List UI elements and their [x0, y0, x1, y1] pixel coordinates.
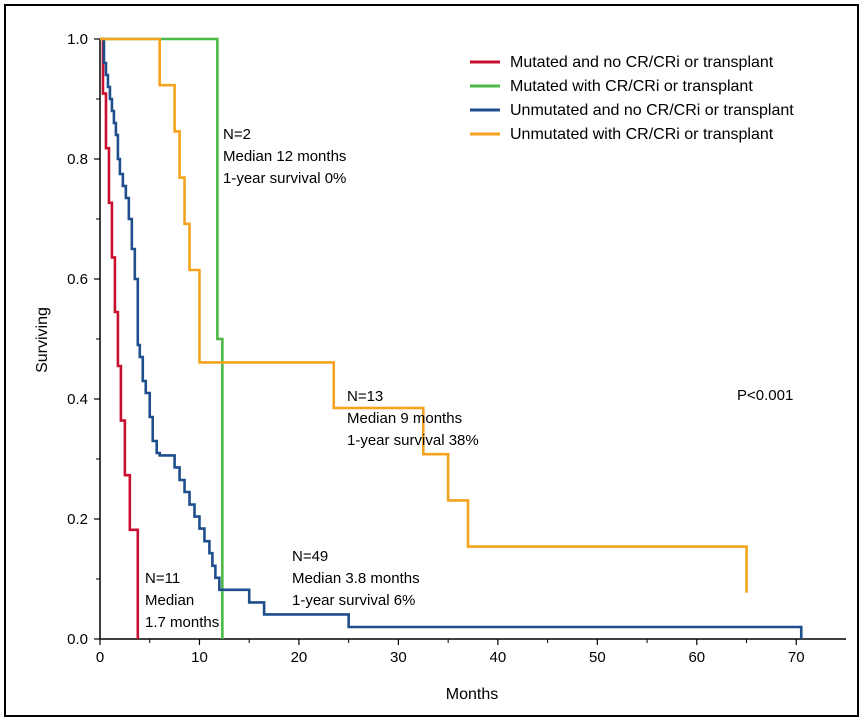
x-tick-label: 20	[291, 649, 308, 666]
series-line-2	[100, 37, 803, 639]
y-axis-title: Surviving	[34, 307, 51, 373]
annotation-line: 1.7 months	[145, 614, 219, 631]
annotation-line: N=2	[223, 126, 251, 143]
x-tick-label: 30	[390, 649, 407, 666]
annotation-line: 1-year survival 6%	[292, 592, 415, 609]
figure-frame	[4, 4, 859, 717]
axes: 0 10 20 30 40 50 60 70 0.0 0.2 0.4 0.6 0.8 1.0	[67, 31, 846, 666]
legend: Mutated and no CR/CRi or transplant Mutat…	[470, 54, 794, 143]
series-line-0	[100, 37, 140, 639]
x-tick-label: 50	[589, 649, 606, 666]
y-tick-label: 0.6	[67, 271, 88, 288]
legend-label: Mutated with CR/CRi or transplant	[510, 78, 753, 95]
series-group	[100, 37, 803, 639]
legend-label: Mutated and no CR/CRi or transplant	[510, 54, 774, 71]
y-tick-label: 0.0	[67, 631, 88, 648]
p-value-label: P<0.001	[737, 387, 793, 404]
annotation-line: N=11	[145, 570, 180, 587]
series-line-3	[100, 37, 748, 593]
y-tick-label: 0.2	[67, 511, 88, 528]
annotation-line: Median 3.8 months	[292, 570, 420, 587]
annotation-line: Median	[145, 592, 194, 609]
y-tick-label: 0.4	[67, 391, 88, 408]
legend-label: Unmutated and no CR/CRi or transplant	[510, 102, 794, 119]
annotation-line: Median 12 months	[223, 148, 346, 165]
annotation-line: 1-year survival 0%	[223, 170, 346, 187]
annotations: N=2 Median 12 months 1-year survival 0% N=1…	[145, 126, 479, 631]
x-tick-label: 10	[191, 649, 208, 666]
x-tick-label: 70	[788, 649, 805, 666]
annotation-line: 1-year survival 38%	[347, 432, 479, 449]
annotation-line: Median 9 months	[347, 410, 462, 427]
x-tick-label: 0	[96, 649, 104, 666]
x-tick-label: 40	[490, 649, 507, 666]
annotation-line: N=49	[292, 548, 328, 565]
x-tick-label: 60	[688, 649, 705, 666]
y-tick-label: 1.0	[67, 31, 88, 48]
y-tick-label: 0.8	[67, 151, 88, 168]
series-line-1	[100, 37, 224, 639]
x-axis-title: Months	[446, 686, 498, 703]
annotation-line: N=13	[347, 388, 383, 405]
legend-label: Unmutated with CR/CRi or transplant	[510, 126, 774, 143]
